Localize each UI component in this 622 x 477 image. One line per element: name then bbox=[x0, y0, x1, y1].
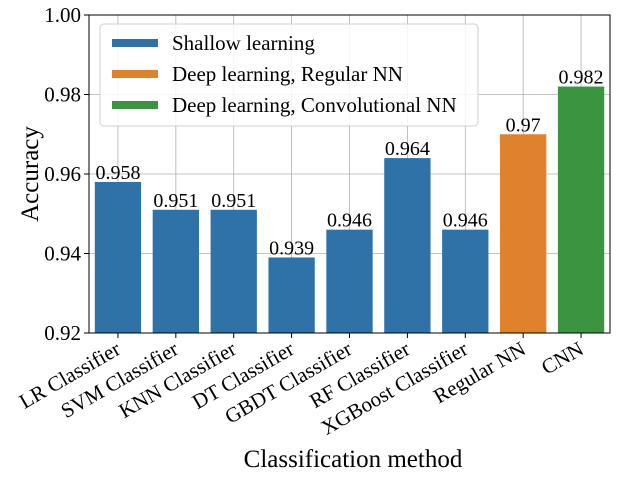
bar bbox=[442, 229, 489, 333]
bar-value-label: 0.982 bbox=[559, 67, 604, 89]
legend-label: Deep learning, Regular NN bbox=[172, 62, 403, 86]
bars bbox=[94, 86, 605, 333]
bar-value-label: 0.958 bbox=[95, 162, 140, 184]
y-tick-label: 0.98 bbox=[44, 83, 81, 107]
y-axis-ticks: 0.92 0.94 0.96 0.98 1.00 bbox=[44, 3, 89, 345]
bar-value-label: 0.97 bbox=[506, 114, 541, 136]
bar-value-label: 0.946 bbox=[443, 210, 488, 232]
legend-box bbox=[99, 23, 479, 127]
bar bbox=[94, 181, 142, 333]
bar bbox=[268, 257, 315, 333]
bar-value-label: 0.964 bbox=[385, 138, 430, 160]
y-tick-label: 0.92 bbox=[44, 321, 81, 345]
bar bbox=[384, 158, 431, 333]
legend-label: Shallow learning bbox=[172, 31, 315, 55]
x-axis-title: Classification method bbox=[244, 446, 463, 473]
bar-value-label: 0.939 bbox=[269, 237, 314, 259]
bar bbox=[500, 134, 547, 333]
bar bbox=[557, 86, 605, 333]
bar bbox=[210, 209, 257, 333]
bar-value-label: 0.946 bbox=[327, 210, 372, 232]
x-tick-label: CNN bbox=[537, 337, 587, 380]
legend-swatch bbox=[112, 39, 158, 47]
bar-value-label: 0.951 bbox=[153, 190, 198, 212]
legend-swatch bbox=[112, 101, 158, 109]
legend-swatch bbox=[112, 70, 158, 78]
y-tick-label: 1.00 bbox=[44, 3, 81, 27]
data-labels: 0.958 0.951 0.951 0.939 0.946 0.964 0.946 0.97 0… bbox=[95, 67, 603, 260]
legend: Shallow learning Deep learning, Regular N… bbox=[99, 23, 479, 127]
bar bbox=[326, 229, 373, 333]
y-axis-title: Accuracy bbox=[17, 126, 44, 222]
y-tick-label: 0.96 bbox=[44, 162, 81, 186]
bar-value-label: 0.951 bbox=[211, 190, 256, 212]
bar bbox=[152, 209, 199, 333]
legend-label: Deep learning, Convolutional NN bbox=[172, 93, 457, 117]
y-tick-label: 0.94 bbox=[44, 242, 81, 266]
